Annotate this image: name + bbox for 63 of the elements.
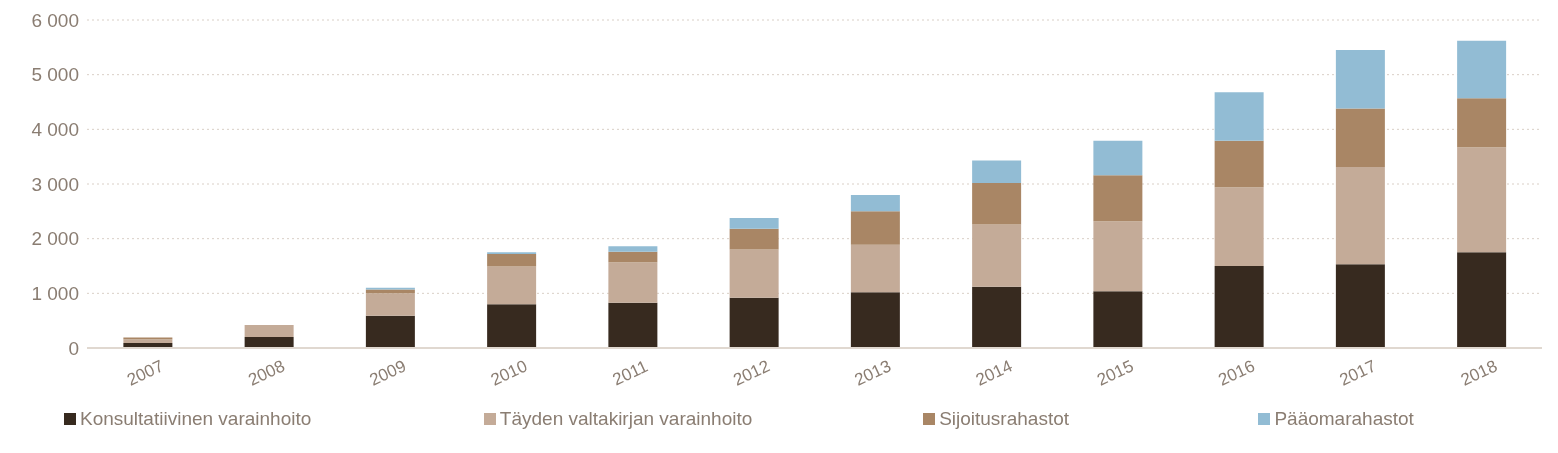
bar xyxy=(1214,187,1264,266)
bar xyxy=(365,293,415,316)
bar xyxy=(850,194,900,212)
bar xyxy=(608,302,658,348)
bar xyxy=(1214,266,1264,348)
bar xyxy=(365,315,415,348)
legend-label: Konsultatiivinen varainhoito xyxy=(80,408,312,430)
bar xyxy=(244,337,294,348)
bar xyxy=(972,286,1022,348)
bar xyxy=(1335,50,1385,109)
bar xyxy=(850,292,900,348)
bar xyxy=(729,297,779,348)
legend-label: Täyden valtakirjan varainhoito xyxy=(499,408,753,430)
y-tick-label: 4 000 xyxy=(31,119,79,141)
bar xyxy=(1457,40,1507,99)
bar xyxy=(123,339,173,344)
bar xyxy=(487,304,537,348)
bar xyxy=(1457,98,1507,148)
bar xyxy=(1093,221,1143,292)
bar xyxy=(1093,140,1143,176)
bar xyxy=(972,182,1022,225)
bar xyxy=(850,244,900,293)
x-tick-label: 2018 xyxy=(1457,356,1501,390)
bar xyxy=(972,160,1022,183)
x-tick-label: 2011 xyxy=(609,356,651,390)
x-tick-label: 2007 xyxy=(124,356,167,390)
y-tick-label: 5 000 xyxy=(31,64,79,86)
x-tick-label: 2010 xyxy=(487,356,531,390)
bar xyxy=(972,224,1022,287)
bar xyxy=(1457,147,1507,253)
x-tick-label: 2017 xyxy=(1336,356,1379,390)
x-tick-label: 2014 xyxy=(972,356,1016,390)
bar xyxy=(1093,291,1143,348)
x-tick-label: 2012 xyxy=(730,356,773,390)
y-tick-label: 2 000 xyxy=(31,228,79,250)
bar xyxy=(1457,252,1507,348)
y-tick-label: 3 000 xyxy=(31,173,79,195)
x-tick-label: 2016 xyxy=(1215,356,1258,390)
bar xyxy=(1335,108,1385,168)
bar xyxy=(729,228,779,250)
x-tick-label: 2009 xyxy=(366,356,409,390)
bar xyxy=(729,249,779,298)
bar xyxy=(608,251,658,263)
x-tick-label: 2013 xyxy=(851,356,894,390)
bar xyxy=(487,253,537,267)
bar xyxy=(1335,167,1385,265)
x-tick-label: 2015 xyxy=(1094,356,1137,390)
bar xyxy=(608,262,658,303)
bar xyxy=(487,266,537,305)
bar xyxy=(729,217,779,229)
y-tick-label: 6 000 xyxy=(31,9,79,31)
bar xyxy=(1093,175,1143,222)
bar xyxy=(1335,264,1385,348)
bar xyxy=(850,211,900,245)
bar xyxy=(608,246,658,252)
y-tick-label: 0 xyxy=(68,337,79,359)
legend-label: Pääomarahastot xyxy=(1274,408,1414,430)
bar xyxy=(1214,140,1264,188)
bar xyxy=(1214,92,1264,141)
bar xyxy=(244,325,294,338)
legend-label: Sijoitusrahastot xyxy=(939,408,1070,430)
y-tick-label: 1 000 xyxy=(31,283,79,305)
x-tick-label: 2008 xyxy=(245,356,288,390)
